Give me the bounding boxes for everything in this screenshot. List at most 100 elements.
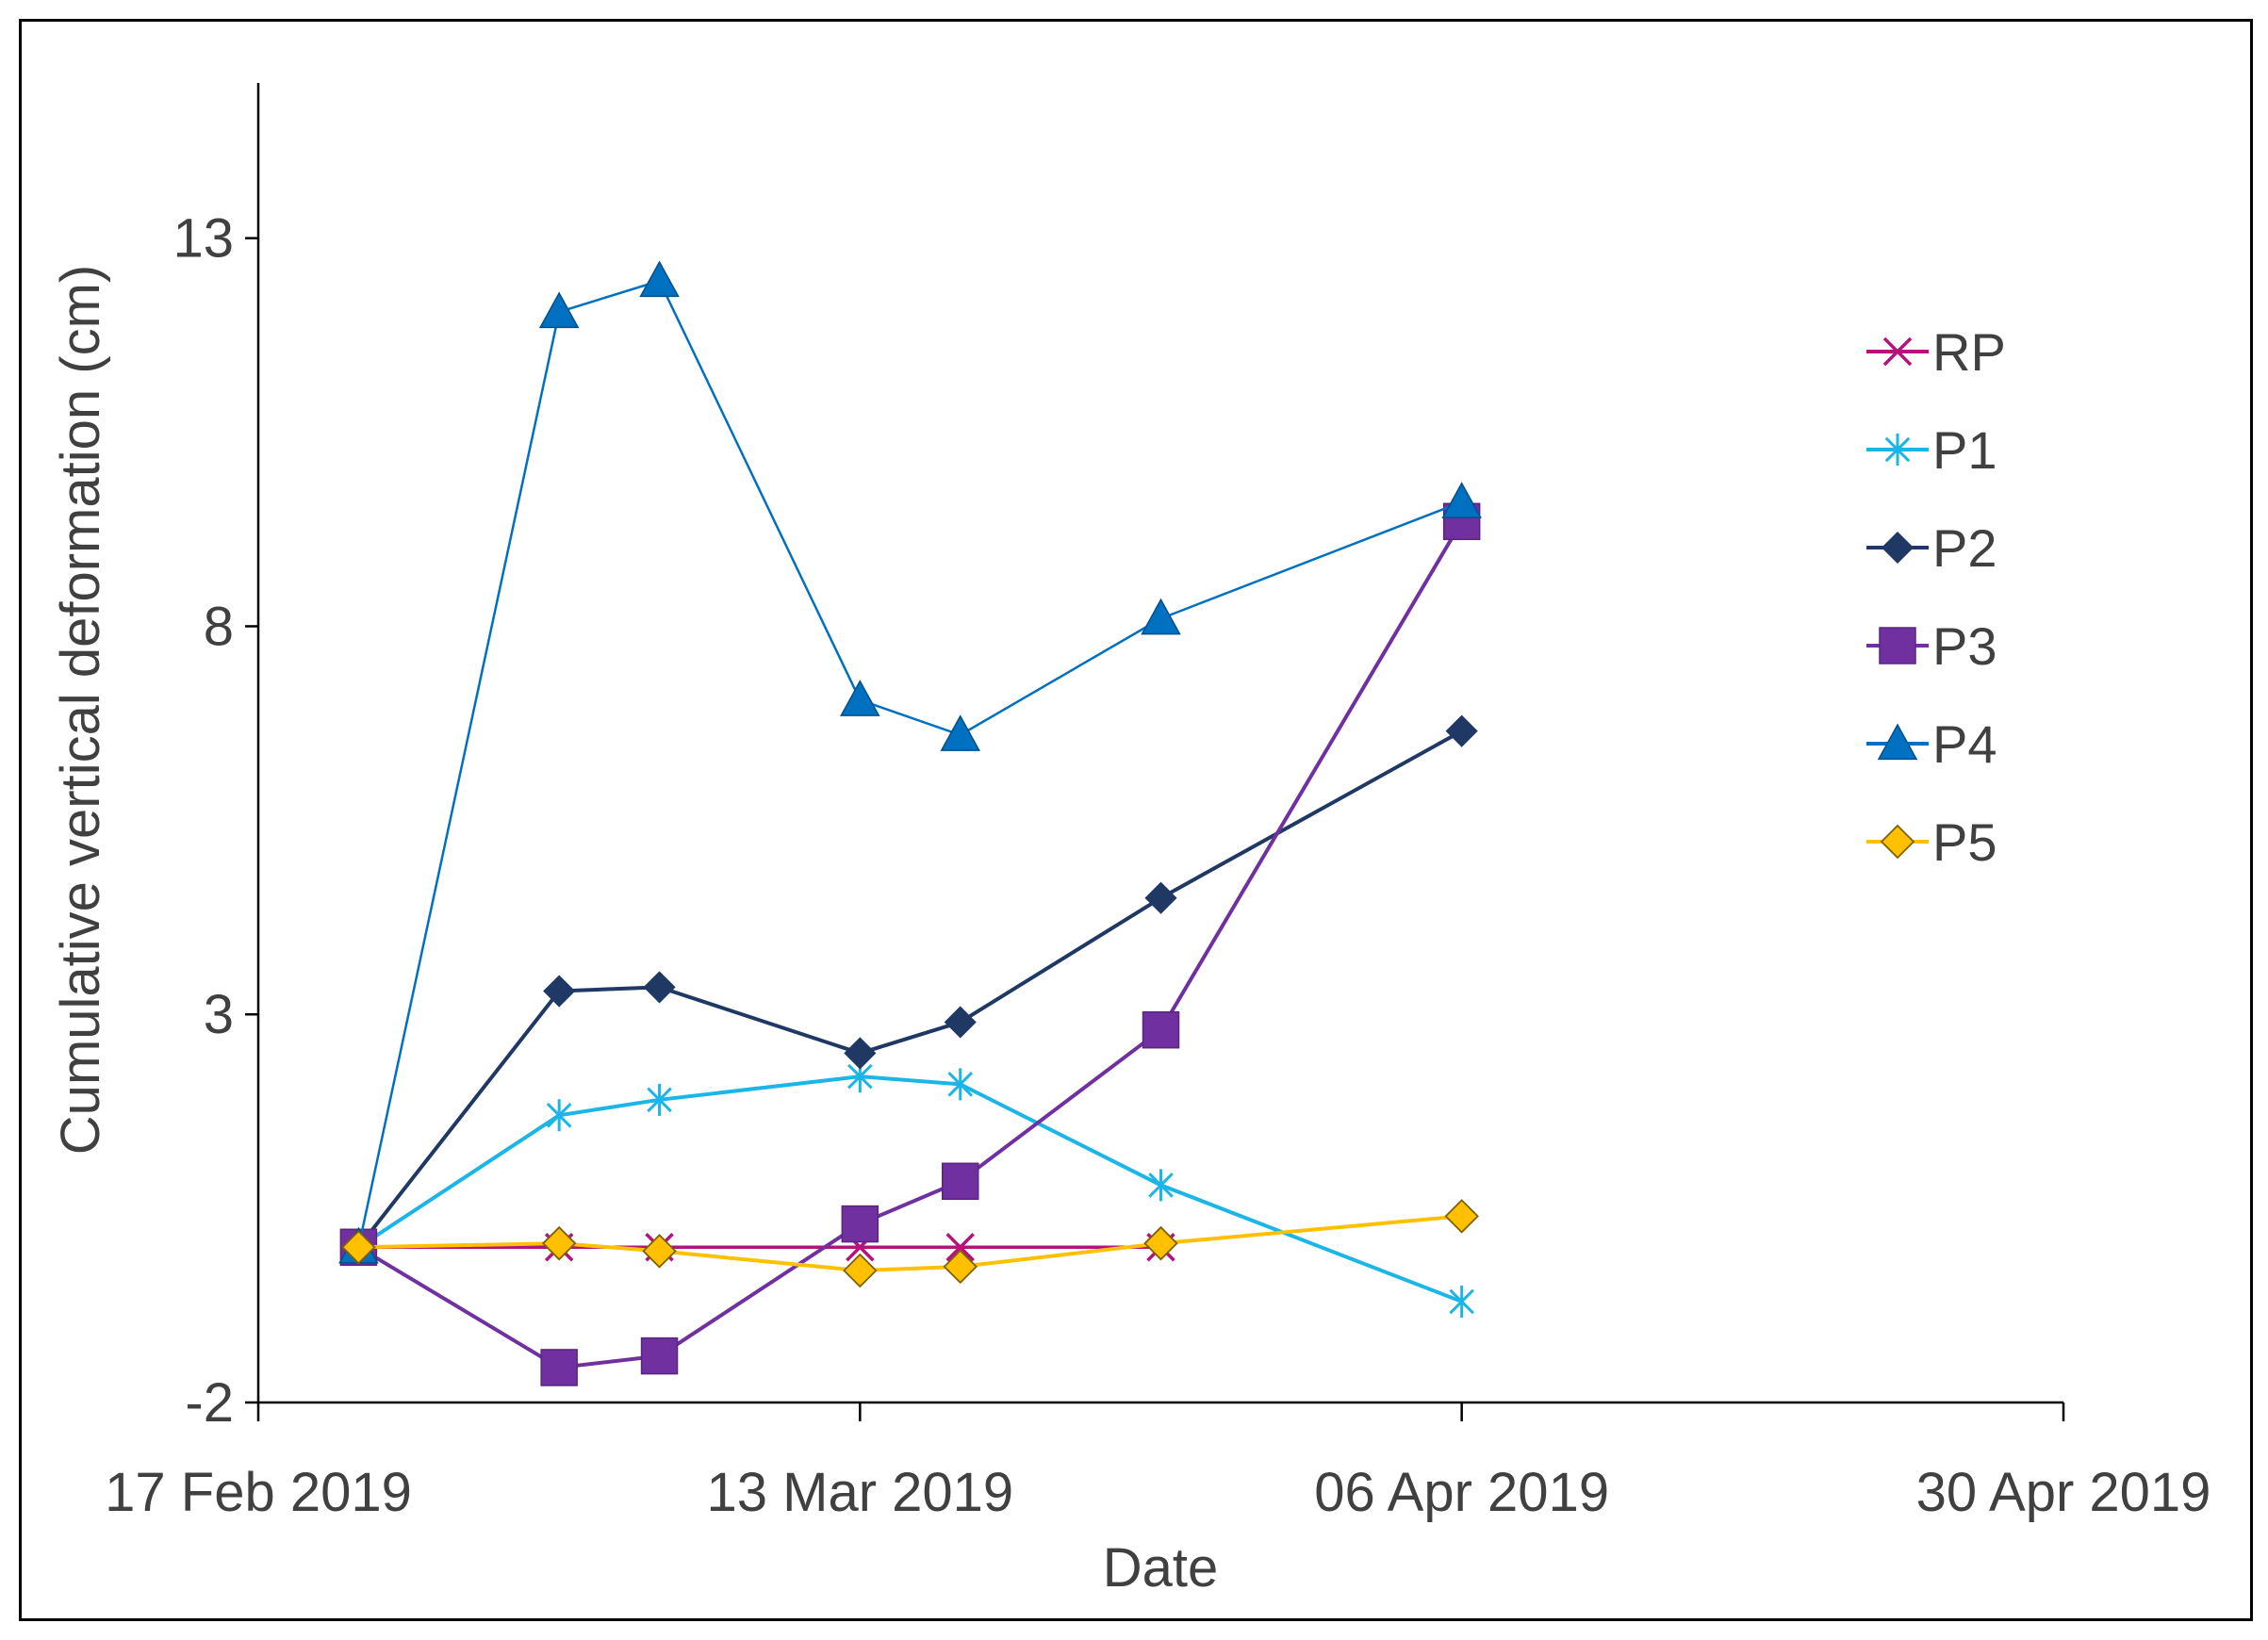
data-point [1144,881,1177,914]
series-line [358,1214,1462,1272]
data-point [647,1083,672,1116]
legend-label: P4 [1932,714,1997,774]
marker-shape [538,291,580,329]
y-tick-label: -2 [185,1372,234,1434]
data-point [841,1205,879,1243]
marker-shape [1141,598,1181,635]
marker-shape [1143,1225,1178,1261]
data-point [944,1006,977,1039]
data-point [1148,1169,1174,1202]
marker-shape [540,1349,578,1386]
marker-shape [1441,482,1482,518]
data-point [642,1234,677,1269]
legend-item: P5 [1866,812,1997,872]
data-point [341,1230,376,1265]
data-point [1444,1199,1479,1234]
data-point [1143,1225,1178,1261]
legend: RP P1 P2 P3 P4 P5 [1866,322,2006,872]
y-tick-label: 8 [204,596,234,657]
data-point [540,1349,578,1386]
marker-shape [940,714,980,751]
marker-shape [1879,627,1916,664]
legend-marker [1880,824,1915,860]
marker-shape [541,1225,577,1261]
legend-marker [1879,627,1916,664]
x-tick-label: 13 Mar 2019 [707,1462,1014,1523]
marker-stroke [945,1233,975,1262]
marker-shape [843,1253,878,1288]
series-p3 [339,502,1481,1386]
legend-item: P1 [1866,420,1997,480]
legend-marker [1877,723,1918,761]
data-point [840,680,880,716]
marker-shape [841,1205,879,1243]
data-point [1441,482,1482,518]
marker-shape [543,975,576,1008]
marker-shape [844,1037,877,1070]
data-point [943,1249,978,1285]
legend-label: P3 [1932,616,1997,676]
legend-marker [1882,336,1913,367]
data-point [844,1037,877,1070]
data-point [941,1162,979,1201]
marker-shape [1144,881,1177,914]
data-point [643,971,676,1004]
chart: -2 3 8 13 17 Feb 2019 13 Mar 2019 06 Apr 2019… [50,83,2210,1599]
marker-shape [643,971,676,1004]
marker-shape [639,260,680,298]
marker-stroke [1884,434,1911,466]
data-point [546,1099,572,1132]
data-point [541,1225,577,1261]
marker-shape [1142,1010,1180,1049]
legend-label: P1 [1932,420,1997,480]
marker-shape [1881,531,1915,565]
data-point [1142,1010,1180,1049]
marker-shape [943,1249,978,1285]
data-point [945,1233,975,1262]
marker-shape [840,680,880,716]
legend-item: P4 [1866,714,1997,774]
series-p2 [342,714,1478,1264]
marker-shape [944,1006,977,1039]
data-point [843,1253,878,1288]
legend-label: P2 [1932,518,1997,578]
legend-item: P3 [1866,616,1997,676]
legend-marker [1881,531,1915,565]
marker-stroke [546,1099,572,1132]
legend-item: P2 [1866,518,1997,578]
data-point [543,975,576,1008]
marker-shape [642,1234,677,1269]
marker-stroke [947,1068,974,1101]
data-point [1445,714,1478,747]
x-tick-label: 30 Apr 2019 [1916,1462,2211,1523]
legend-marker [1884,434,1911,466]
marker-stroke [1882,336,1913,367]
data-point [947,1068,974,1101]
axes [256,83,2063,1404]
series-line [357,520,1464,1369]
marker-stroke [1148,1169,1174,1202]
marker-stroke [1449,1285,1474,1318]
data-point [1141,598,1181,635]
y-axis-title: Cumulative vertical deformation (cm) [50,265,111,1155]
x-tick-label: 17 Feb 2019 [105,1462,412,1523]
series-p5 [341,1199,1479,1288]
data-point [1449,1285,1474,1318]
series-p1 [346,1060,1474,1318]
x-ticks: 17 Feb 2019 13 Mar 2019 06 Apr 2019 30 Apr … [105,1402,2210,1523]
legend-label: P5 [1932,812,1997,872]
y-tick-label: 3 [204,984,234,1045]
marker-shape [341,1230,376,1265]
plot-area [338,260,1482,1386]
legend-item: RP [1866,322,2006,382]
series-line [357,279,1463,1248]
marker-shape [1880,824,1915,860]
legend-label: RP [1932,322,2006,382]
series-line [356,729,1463,1249]
data-point [639,260,680,298]
marker-shape [941,1162,979,1201]
y-tick-label: 13 [173,208,234,270]
marker-shape [640,1337,679,1375]
series-p4 [338,260,1482,1264]
marker-shape [1445,714,1478,747]
